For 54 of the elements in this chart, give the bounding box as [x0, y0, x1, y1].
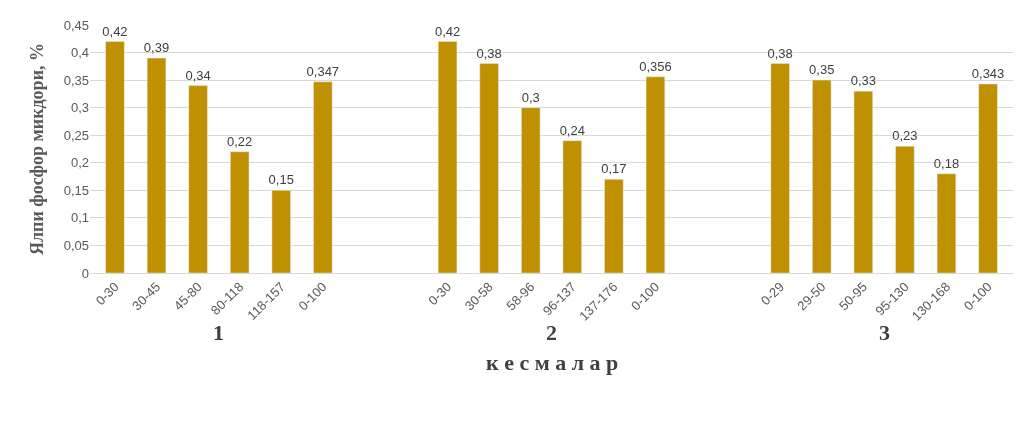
bar — [978, 83, 998, 273]
bar — [604, 179, 624, 273]
data-label: 0,42 — [434, 23, 461, 39]
y-tick-label: 0,35 — [63, 72, 89, 88]
data-label: 0,42 — [102, 23, 128, 39]
bar — [770, 63, 790, 273]
bar — [853, 90, 873, 273]
data-label: 0,38 — [476, 45, 502, 61]
bar — [313, 81, 333, 273]
data-label: 0,18 — [933, 155, 960, 171]
data-label: 0,347 — [306, 63, 340, 79]
data-label: 0,15 — [268, 172, 294, 188]
y-tick-label: 0,3 — [70, 100, 89, 116]
data-label: 0,33 — [850, 73, 876, 89]
bar — [895, 145, 915, 273]
data-label: 0,34 — [185, 67, 211, 83]
data-label: 0,35 — [809, 62, 835, 78]
data-label: 0,38 — [767, 45, 793, 61]
x-tick-label: 0-30 — [92, 279, 122, 309]
y-tick-label: 0,2 — [70, 155, 89, 171]
bar — [936, 173, 957, 273]
bar — [562, 140, 582, 273]
bar — [645, 76, 666, 273]
y-tick-label: 0,15 — [63, 182, 89, 198]
bar — [271, 190, 291, 273]
bar — [146, 57, 167, 273]
text: 1 — [213, 320, 224, 345]
bar — [230, 151, 250, 273]
x-tick-label: 0-30 — [425, 279, 455, 309]
text: 2 — [546, 320, 557, 345]
data-label: 0,17 — [601, 161, 627, 177]
y-tick-label: 0,05 — [63, 237, 89, 253]
y-tick-label: 0,4 — [70, 45, 89, 61]
y-tick-label: 0 — [81, 265, 89, 281]
bar — [521, 107, 541, 273]
data-label: 0,39 — [143, 40, 170, 56]
x-axis-title: к е с м а л а р — [486, 350, 619, 375]
y-tick-label: 0,1 — [70, 210, 89, 226]
bar — [188, 85, 208, 273]
data-label: 0,343 — [971, 65, 1005, 81]
bar — [479, 63, 499, 273]
bar — [812, 79, 832, 273]
text: 3 — [879, 320, 890, 345]
x-tick-label: 0-29 — [757, 279, 787, 309]
bar — [437, 41, 458, 273]
y-tick-label: 0,25 — [63, 127, 89, 143]
y-tick-label: 0,45 — [63, 17, 89, 33]
data-label: 0,23 — [892, 128, 918, 144]
y-axis-title: Ялпи фосфор микдори, % — [26, 42, 47, 256]
data-label: 0,3 — [521, 89, 540, 105]
data-label: 0,356 — [639, 58, 672, 74]
bar — [105, 41, 125, 273]
data-label: 0,24 — [559, 122, 585, 138]
data-label: 0,22 — [227, 133, 253, 149]
